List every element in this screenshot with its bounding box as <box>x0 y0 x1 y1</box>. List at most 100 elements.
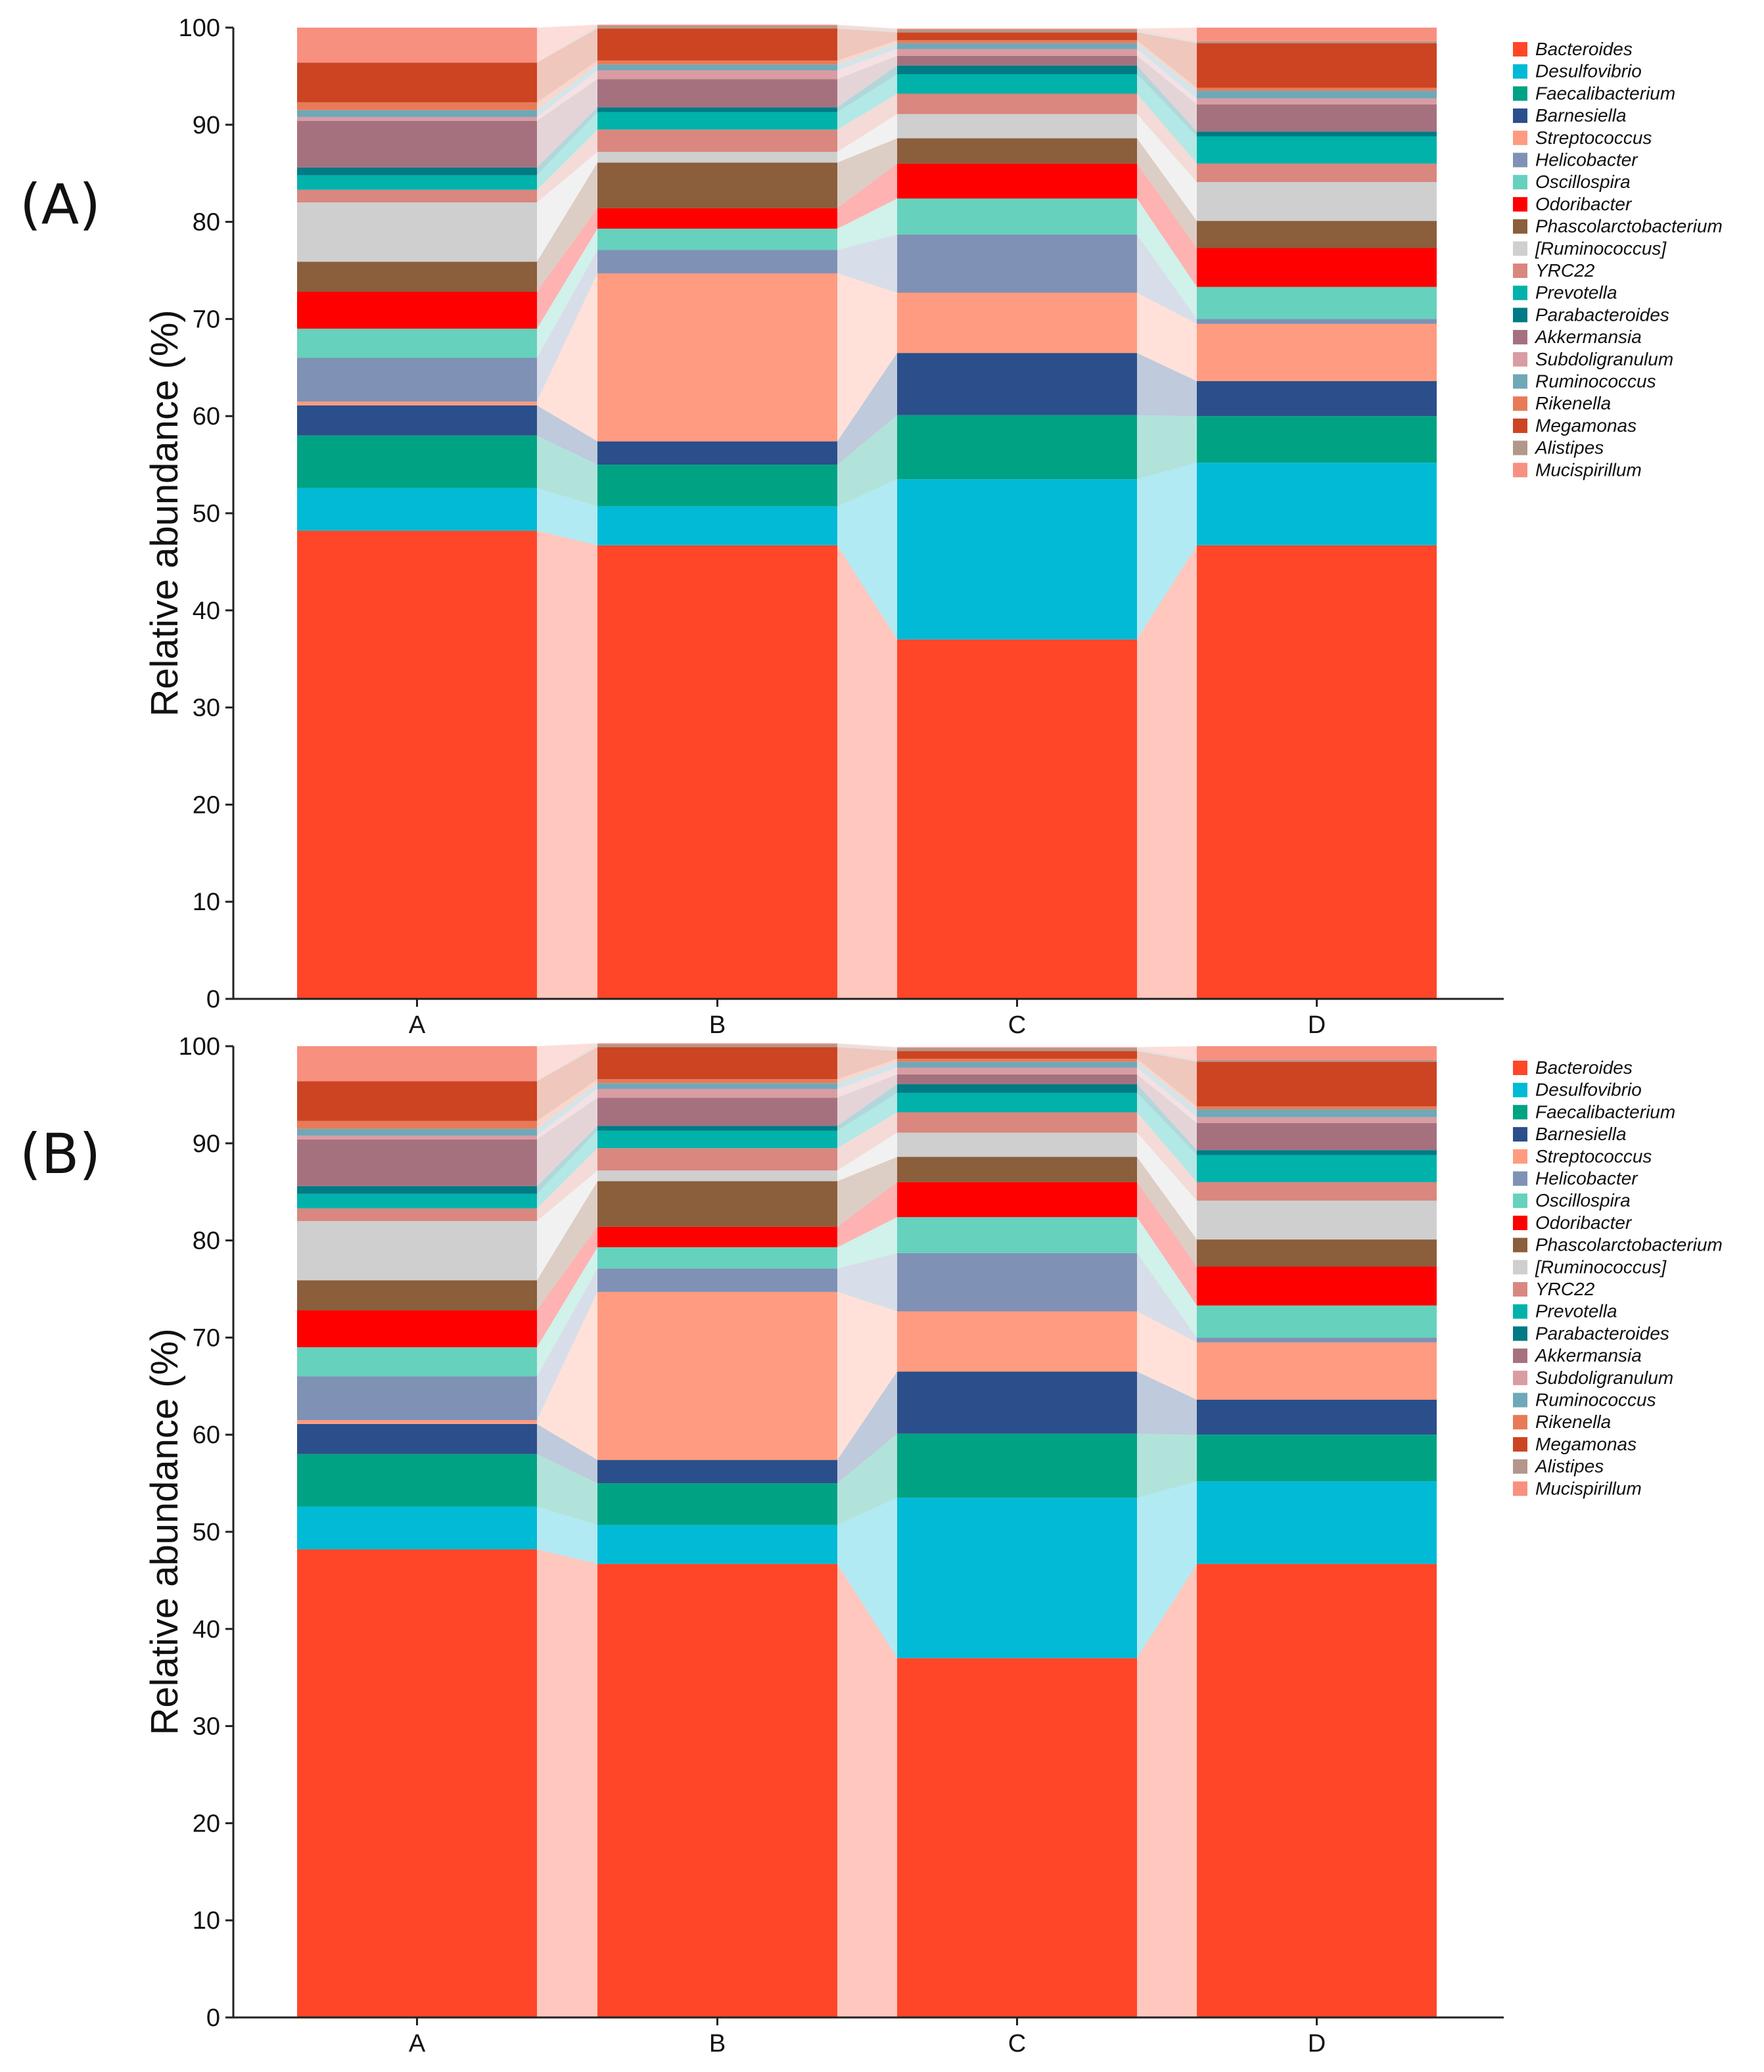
bar-segment-mucispirillum-b <box>597 24 837 26</box>
bar-segment-oscillospira-c <box>897 1217 1137 1253</box>
bar-segment-faecalibacterium-a <box>297 1454 537 1507</box>
bar-segment-yrc22-a <box>297 1208 537 1222</box>
bar-segment-oscillospira-c <box>897 198 1137 235</box>
legend-swatch-alistipes <box>1513 1459 1527 1474</box>
bar-segment-mucispirillum-c <box>897 28 1137 30</box>
bar-segment-streptococcus-d <box>1197 323 1437 381</box>
y-tick-label: 50 <box>193 1519 220 1546</box>
legend-swatch-rikenella <box>1513 396 1527 411</box>
ribbon-oscillospira-a-b <box>537 1247 597 1377</box>
ribbon-streptococcus-a-b <box>537 1291 597 1460</box>
ribbon-bacteroides-b-c <box>837 545 897 999</box>
bar-segment-helicobacter-d <box>1197 319 1437 324</box>
legend-swatch-prevotella <box>1513 1304 1527 1319</box>
ribbon-parabacteroides-a-b <box>537 1126 597 1194</box>
bar-segment-parabacteroides-b <box>597 1126 837 1131</box>
panel-b: (B) 0 10 20 30 40 50 60 70 80 90 100 A B C D Relative a… <box>20 1033 1723 2058</box>
bar-segment-phascolarctobacterium-c <box>897 138 1137 164</box>
ribbon-alistipes-a-b <box>537 1044 597 1082</box>
legend-swatch-phascolarctobacterium <box>1513 1237 1527 1253</box>
ribbon-helicobacter-c-d <box>1137 234 1197 324</box>
ribbon-ruminococcus-a-b <box>537 152 597 262</box>
ribbon-mucispirillum-a-b <box>537 24 597 63</box>
bar-segment-desulfovibrio-d <box>1197 1481 1437 1564</box>
ribbon-parabacteroides-c-d <box>1137 65 1197 137</box>
bar-segment-oscillospira-b <box>597 1247 837 1269</box>
bar-segment-rikenella-d <box>1197 87 1437 91</box>
y-tick-label: 40 <box>193 597 220 625</box>
ribbon-bacteroides-a-b <box>537 1549 597 2017</box>
legend-label-helicobacter: Helicobacter <box>1535 1168 1638 1189</box>
legend-label-desulfovibrio: Desulfovibrio <box>1535 61 1642 81</box>
ribbon-megamonas-a-b <box>537 1047 597 1121</box>
legend-swatch-rikenella <box>1513 1415 1527 1430</box>
ribbon-ruminococcus-b-c <box>837 43 897 71</box>
bar-segment-phascolarctobacterium-a <box>297 1280 537 1311</box>
ribbon-oscillospira-c-d <box>1137 198 1197 319</box>
bar-segment-subdoligranulum-b <box>597 70 837 80</box>
legend-label-barnesiella: Barnesiella <box>1535 105 1627 126</box>
ribbon-barnesiella-a-b <box>537 1423 597 1484</box>
bar-segment-ruminococcus-d <box>1197 1201 1437 1240</box>
ribbon-ruminococcus-c-d <box>1137 43 1197 99</box>
bar-segment-bacteroides-c <box>897 639 1137 999</box>
ribbon-ruminococcus-c-d <box>1137 1132 1197 1240</box>
ribbon-odoribacter-b-c <box>837 163 897 229</box>
bar-segment-desulfovibrio-c <box>897 479 1137 640</box>
bar-segment-odoribacter-a <box>297 292 537 329</box>
bar-segment-yrc22-c <box>897 1112 1137 1133</box>
bar-segment-akkermansia-d <box>1197 1122 1437 1151</box>
bar-segment-barnesiella-d <box>1197 1399 1437 1435</box>
ribbon-parabacteroides-c-d <box>1137 1084 1197 1155</box>
bar-segment-subdoligranulum-a <box>297 1135 537 1140</box>
legend-swatch-parabacteroides <box>1513 308 1527 323</box>
legend-label-prevotella: Prevotella <box>1535 283 1617 303</box>
legend-label-bacteroides: Bacteroides <box>1535 1057 1633 1078</box>
bar-segment-odoribacter-b <box>597 1226 837 1247</box>
legend-swatch-faecalibacterium <box>1513 1105 1527 1120</box>
ribbon-ruminococcus-a-b <box>537 1170 597 1281</box>
legend-swatch-subdoligranulum <box>1513 1370 1527 1385</box>
bar-segment-helicobacter-b <box>597 1268 837 1292</box>
bar-segment-odoribacter-a <box>297 1310 537 1348</box>
legend-label-faecalibacterium: Faecalibacterium <box>1535 1101 1675 1122</box>
bar-segment-streptococcus-b <box>597 1291 837 1460</box>
ribbon-mucispirillum-c-d <box>1137 28 1197 41</box>
bar-segment-rikenella-c <box>897 40 1137 43</box>
legend-swatch-ruminococcus <box>1513 1260 1527 1275</box>
ribbon-prevotella-c-d <box>1137 1092 1197 1182</box>
ribbon-odoribacter-c-d <box>1137 1182 1197 1306</box>
ribbon-akkermansia-a-b <box>537 79 597 168</box>
bar-segment-ruminococcus-c <box>897 1132 1137 1157</box>
bar-segment-oscillospira-b <box>597 228 837 250</box>
legend-label-phascolarctobacterium: Phascolarctobacterium <box>1535 1235 1723 1255</box>
ribbon-faecalibacterium-a-b <box>537 1454 597 1525</box>
bar-segment-yrc22-d <box>1197 163 1437 183</box>
ribbon-faecalibacterium-a-b <box>537 435 597 507</box>
ribbon-parabacteroides-b-c <box>837 1084 897 1131</box>
legend-swatch-ruminococcus <box>1513 1393 1527 1408</box>
bar-segment-ruminococcus-a <box>297 110 537 117</box>
bar-segment-ruminococcus-c <box>897 43 1137 49</box>
bar-segment-alistipes-c <box>897 1048 1137 1051</box>
y-tick-label: 10 <box>193 888 220 916</box>
ribbon-prevotella-a-b <box>537 112 597 190</box>
bar-segment-odoribacter-b <box>597 208 837 229</box>
ribbon-ruminococcus-b-c <box>837 1061 897 1090</box>
legend-label-odoribacter: Odoribacter <box>1535 1212 1633 1233</box>
bar-segment-bacteroides-d <box>1197 1563 1437 2017</box>
ribbon-subdoligranulum-a-b <box>537 70 597 121</box>
bar-segment-barnesiella-b <box>597 1460 837 1484</box>
legend-label-alistipes: Alistipes <box>1534 1456 1604 1477</box>
bar-segment-helicobacter-b <box>597 250 837 273</box>
bar-segment-subdoligranulum-c <box>897 1067 1137 1074</box>
legend-swatch-odoribacter <box>1513 1215 1527 1230</box>
y-tick-label: 100 <box>179 1033 220 1061</box>
bar-segment-desulfovibrio-c <box>897 1498 1137 1659</box>
bar-segment-phascolarctobacterium-c <box>897 1157 1137 1182</box>
legend-swatch-barnesiella <box>1513 108 1527 124</box>
bar-segment-faecalibacterium-c <box>897 415 1137 480</box>
y-tick-label: 40 <box>193 1616 220 1644</box>
legend-label-yrc22: YRC22 <box>1535 1279 1595 1299</box>
bar-segment-yrc22-c <box>897 93 1137 114</box>
